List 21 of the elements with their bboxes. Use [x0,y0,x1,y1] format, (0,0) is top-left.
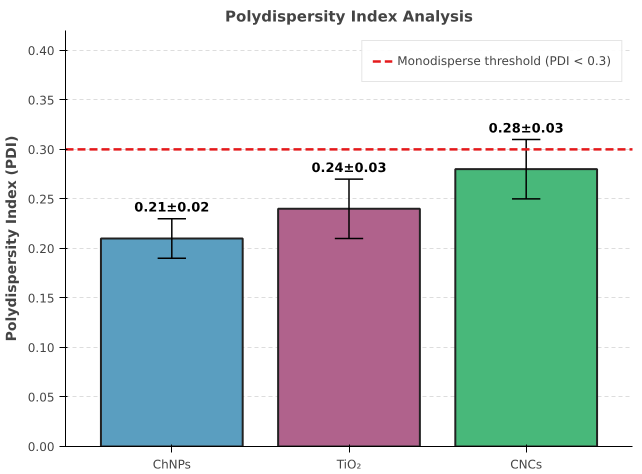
y-tick-label: 0.15 [28,291,54,306]
y-tick-label: 0.00 [28,440,54,454]
y-tick-label: 0.40 [28,44,54,58]
y-tick-label: 0.35 [28,93,54,108]
legend-label: Monodisperse threshold (PDI < 0.3) [397,54,611,68]
y-axis-title: Polydispersity Index (PDI) [4,136,20,342]
x-tick-label: TiO₂ [336,458,362,472]
data-label: 0.21±0.02 [134,200,210,216]
bar [277,208,421,446]
y-tick-label: 0.25 [28,192,54,206]
data-label: 0.28±0.03 [488,121,564,136]
chart-title: Polydispersity Index Analysis [225,8,474,26]
bar [100,238,244,446]
x-tick-label: CNCs [510,458,542,472]
bar [454,168,598,446]
x-tick-label: ChNPs [152,458,191,472]
y-tick-label: 0.30 [28,142,54,157]
y-tick-label: 0.05 [28,390,54,404]
y-tick-label: 0.10 [28,340,54,355]
data-label: 0.24±0.03 [311,161,387,176]
y-tick-label: 0.20 [28,242,54,256]
